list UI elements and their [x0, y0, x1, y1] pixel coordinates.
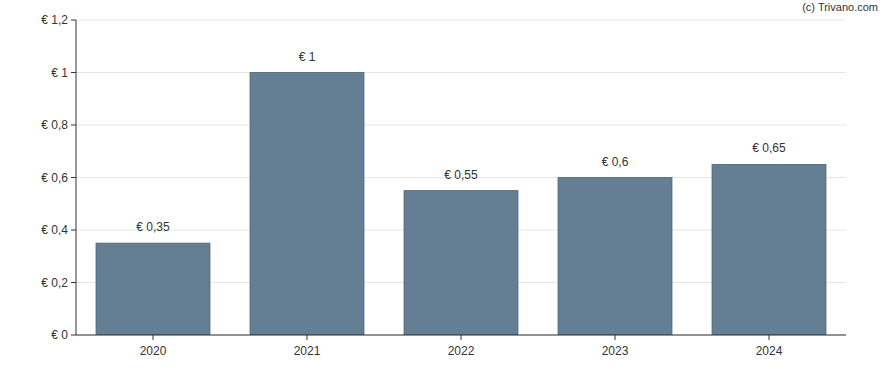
data-label: € 0,6 [602, 155, 629, 169]
x-tick [307, 335, 308, 340]
data-label: € 0,55 [444, 168, 478, 182]
y-tick-label: € 0 [51, 328, 68, 342]
y-tick [71, 230, 76, 231]
bar [404, 191, 518, 335]
x-tick-label: 2020 [140, 344, 167, 358]
y-axis [76, 20, 77, 335]
data-label: € 0,65 [752, 141, 786, 155]
grid-line [76, 20, 846, 21]
x-tick [769, 335, 770, 340]
bar [250, 73, 364, 336]
y-tick-label: € 0,6 [41, 171, 68, 185]
grid-line [76, 125, 846, 126]
y-tick-label: € 1 [51, 66, 68, 80]
chart-svg: € 0 € 0,2 € 0,4 € 0,6 € 0,8 € 1 € 1,2 € 0,35 € 1… [0, 0, 888, 370]
data-label: € 0,35 [136, 220, 170, 234]
y-tick [71, 20, 76, 21]
x-tick-label: 2024 [756, 344, 783, 358]
credit: (c) Trivano.com [802, 1, 878, 13]
y-tick [71, 72, 76, 73]
y-tick [71, 282, 76, 283]
y-tick [71, 177, 76, 178]
y-tick-label: € 0,8 [41, 118, 68, 132]
x-tick [461, 335, 462, 340]
grid-line [76, 72, 846, 73]
bar [712, 164, 826, 335]
data-label: € 1 [299, 50, 316, 64]
bars [96, 73, 826, 336]
x-tick [153, 335, 154, 340]
x-tick [615, 335, 616, 340]
x-tick-label: 2023 [602, 344, 629, 358]
y-tick [71, 125, 76, 126]
x-tick-label: 2021 [294, 344, 321, 358]
x-tick-label: 2022 [448, 344, 475, 358]
bar [96, 243, 210, 335]
y-tick-label: € 0,4 [41, 223, 68, 237]
chart-container: € 0 € 0,2 € 0,4 € 0,6 € 0,8 € 1 € 1,2 € 0,35 € 1… [0, 0, 888, 370]
y-tick [71, 335, 76, 336]
y-tick-label: € 0,2 [41, 276, 68, 290]
y-tick-label: € 1,2 [41, 13, 68, 27]
bar [558, 178, 672, 336]
